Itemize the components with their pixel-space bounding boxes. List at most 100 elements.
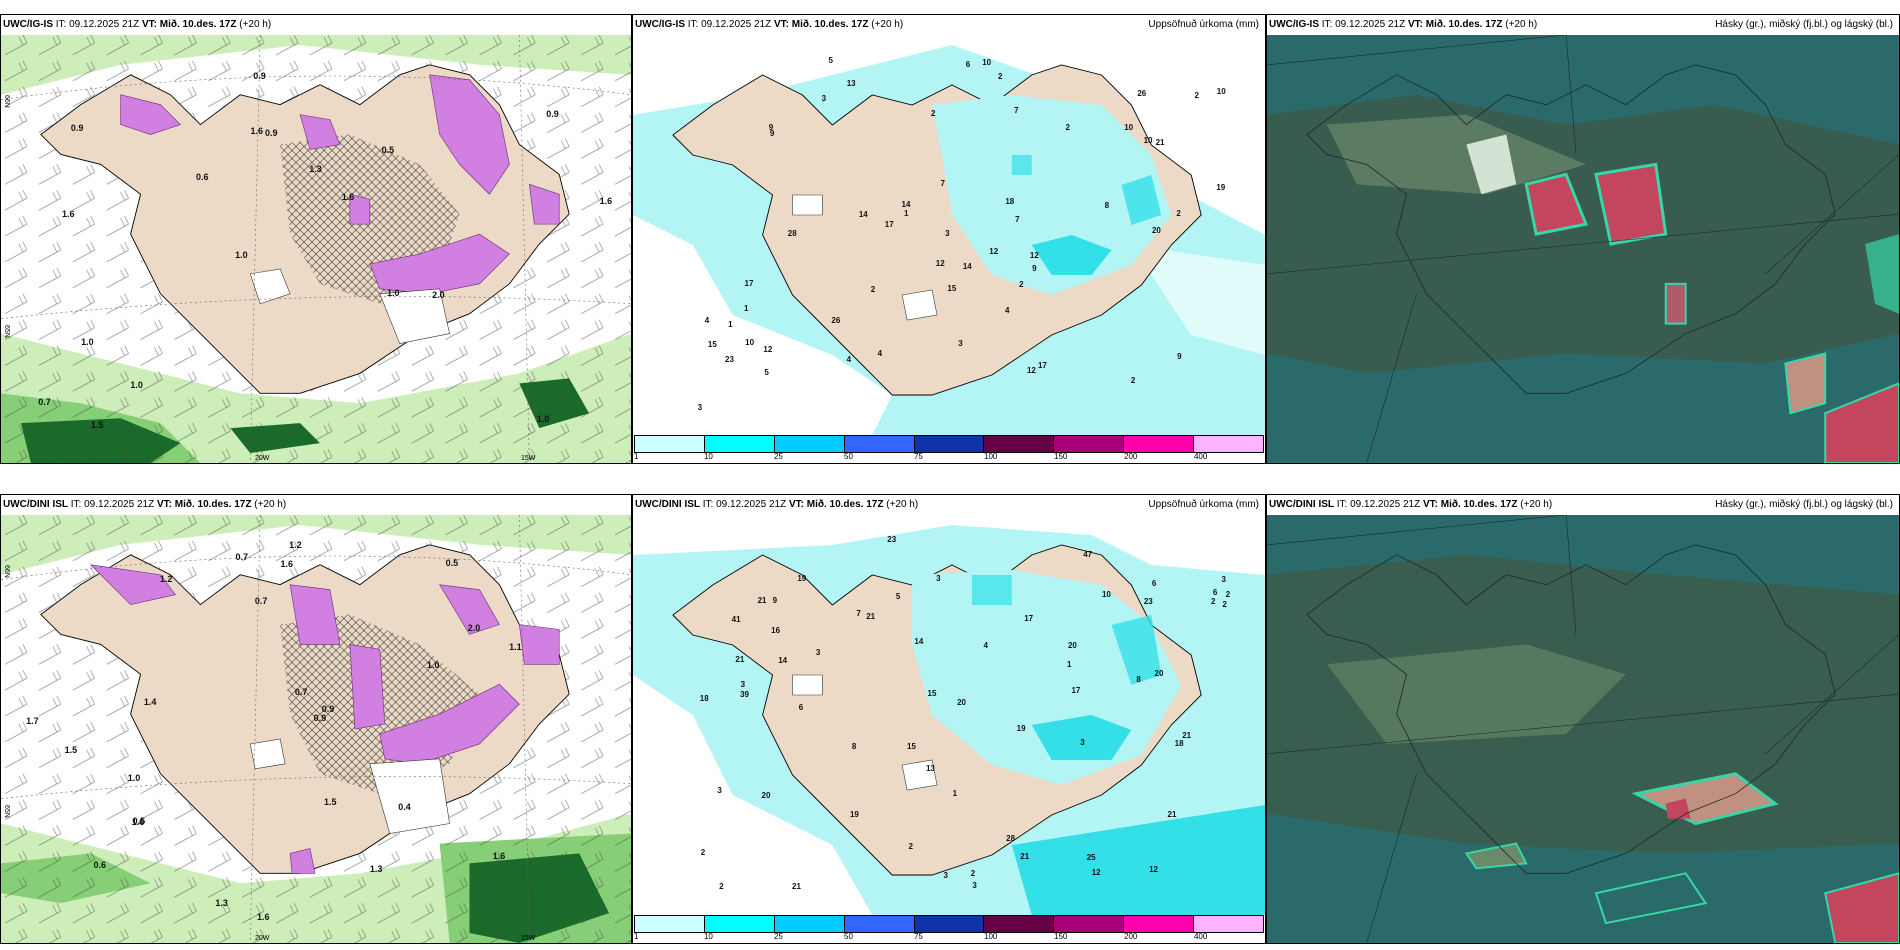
vt-label: VT: [773, 19, 789, 30]
lat-label-left: 66N [3, 565, 10, 578]
lon-label-left: 20W [255, 455, 270, 462]
colorbar-tick-label: 10 [703, 932, 713, 941]
it-label: IT: [55, 19, 67, 30]
panel-header: UWC/DINI ISL IT: 09.12.2025 21Z VT: Mið.… [1267, 495, 1899, 515]
colorbar-tick-label: 25 [773, 452, 783, 461]
it-value: 09.12.2025 21Z [69, 19, 140, 30]
colorbar-cells [634, 915, 1264, 933]
colorbar-tick-label: 1 [634, 932, 639, 941]
precip-title: Uppsöfnuð úrkoma (mm) [1148, 19, 1259, 30]
colorbar-cell [635, 916, 705, 932]
cloud-map [1267, 35, 1899, 463]
precip-colorbar: 1 10 25 50 75 100 150 200 400 [633, 435, 1265, 463]
it-label: IT: [702, 499, 714, 510]
colorbar-tick-label: 150 [1054, 452, 1068, 461]
panel-row1-cloud: UWC/IG-IS IT: 09.12.2025 21Z VT: Mið. 10… [1266, 14, 1900, 464]
colorbar-tick-label: 100 [984, 452, 998, 461]
colorbar-cell [704, 916, 775, 932]
model-name: UWC/IG-IS [1269, 19, 1319, 30]
cloud-title: Hásky (gr.), miðský (fj.bl.) og lágský (… [1715, 19, 1893, 30]
colorbar-cell [1124, 916, 1195, 932]
precip-title: Uppsöfnuð úrkoma (mm) [1148, 499, 1259, 510]
colorbar-tick-label: 150 [1054, 932, 1068, 941]
colorbar-tick-label: 10 [703, 452, 713, 461]
it-label: IT: [1321, 19, 1333, 30]
panel-row1-precip: UWC/IG-IS IT: 09.12.2025 21Z VT: Mið. 10… [632, 14, 1266, 464]
panel-header: UWC/IG-IS IT: 09.12.2025 21Z VT: Mið. 10… [633, 15, 1265, 35]
colorbar-tick-label: 400 [1193, 452, 1208, 461]
it-value: 09.12.2025 21Z [1335, 19, 1406, 30]
panel-header: UWC/IG-IS IT: 09.12.2025 21Z VT: Mið. 10… [1267, 15, 1899, 35]
precip-colorbar: 1 10 25 50 75 100 150 200 400 [633, 915, 1265, 943]
colorbar-cell [1194, 916, 1264, 932]
model-name: UWC/DINI ISL [3, 499, 68, 510]
precip-map [633, 515, 1265, 915]
model-name: UWC/IG-IS [3, 19, 53, 30]
vt-value: Mið. 10.des. 17Z [159, 19, 237, 30]
colorbar-cell [844, 916, 915, 932]
vt-label: VT: [1407, 19, 1423, 30]
colorbar-cell [984, 436, 1055, 452]
colorbar-tick-label: 1 [634, 452, 639, 461]
it-label: IT: [687, 19, 699, 30]
model-name: UWC/IG-IS [635, 19, 685, 30]
vt-label: VT: [788, 499, 804, 510]
colorbar-tick-label: 25 [773, 932, 783, 941]
colorbar-cell [984, 916, 1055, 932]
panel-row1-wind: UWC/IG-IS IT: 09.12.2025 21Z VT: Mið. 10… [0, 14, 632, 464]
colorbar-tick-label: 400 [1193, 932, 1208, 941]
lat-label-mid: 65N [3, 805, 10, 818]
colorbar-tick-label: 200 [1124, 452, 1138, 461]
colorbar-tick-label: 100 [984, 932, 998, 941]
lead-time: (+20 h) [239, 19, 272, 30]
panel-row2-wind: UWC/DINI ISL IT: 09.12.2025 21Z VT: Mið.… [0, 494, 632, 944]
colorbar-ticks: 1 10 25 50 75 100 150 200 400 [634, 452, 1264, 462]
model-name: UWC/DINI ISL [1269, 499, 1334, 510]
lon-label-right: 15W [521, 935, 536, 942]
precip-map [633, 35, 1265, 435]
colorbar-cell [1054, 916, 1125, 932]
vt-value: Mið. 10.des. 17Z [791, 19, 869, 30]
cloud-map [1267, 515, 1899, 943]
colorbar-cell [774, 436, 845, 452]
vt-value: Mið. 10.des. 17Z [174, 499, 252, 510]
panel-header: UWC/DINI ISL IT: 09.12.2025 21Z VT: Mið.… [633, 495, 1265, 515]
lead-time: (+20 h) [886, 499, 919, 510]
it-label: IT: [1336, 499, 1348, 510]
lead-time: (+20 h) [254, 499, 287, 510]
vt-label: VT: [1422, 499, 1438, 510]
panel-header: UWC/DINI ISL IT: 09.12.2025 21Z VT: Mið.… [1, 495, 631, 515]
lead-time: (+20 h) [871, 19, 904, 30]
wind-map [1, 515, 631, 943]
lon-label-left: 20W [255, 935, 270, 942]
colorbar-tick-label: 75 [913, 932, 923, 941]
colorbar-cell [1124, 436, 1195, 452]
colorbar-cell [914, 916, 985, 932]
wind-map [1, 35, 631, 463]
panel-header: UWC/IG-IS IT: 09.12.2025 21Z VT: Mið. 10… [1, 15, 631, 35]
it-value: 09.12.2025 21Z [84, 499, 155, 510]
colorbar-ticks: 1 10 25 50 75 100 150 200 400 [634, 932, 1264, 942]
lead-time: (+20 h) [1520, 499, 1553, 510]
colorbar-tick-label: 75 [913, 452, 923, 461]
colorbar-tick-label: 200 [1124, 932, 1138, 941]
lead-time: (+20 h) [1505, 19, 1538, 30]
colorbar-tick-label: 50 [844, 452, 853, 461]
panel-row2-precip: UWC/DINI ISL IT: 09.12.2025 21Z VT: Mið.… [632, 494, 1266, 944]
vt-value: Mið. 10.des. 17Z [1440, 499, 1518, 510]
colorbar-tick-label: 50 [844, 932, 853, 941]
model-name: UWC/DINI ISL [635, 499, 700, 510]
colorbar-cells [634, 435, 1264, 453]
it-value: 09.12.2025 21Z [1350, 499, 1421, 510]
it-value: 09.12.2025 21Z [716, 499, 787, 510]
colorbar-cell [1194, 436, 1264, 452]
colorbar-cell [704, 436, 775, 452]
vt-label: VT: [156, 499, 172, 510]
vt-value: Mið. 10.des. 17Z [1425, 19, 1503, 30]
colorbar-cell [844, 436, 915, 452]
it-label: IT: [70, 499, 82, 510]
vt-value: Mið. 10.des. 17Z [806, 499, 884, 510]
cloud-title: Hásky (gr.), miðský (fj.bl.) og lágský (… [1715, 499, 1893, 510]
lat-label-left: 66N [3, 95, 10, 108]
colorbar-cell [1054, 436, 1125, 452]
